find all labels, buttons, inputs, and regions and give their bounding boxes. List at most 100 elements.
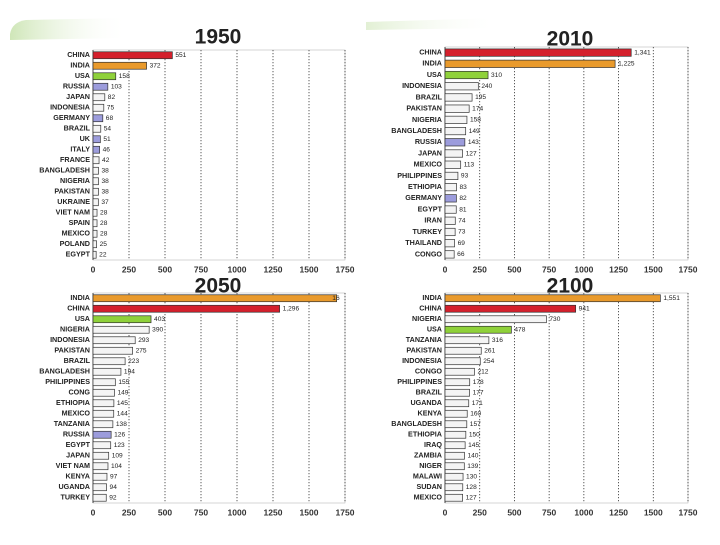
x-tick-label: 750: [194, 507, 208, 517]
value-label: 158: [470, 117, 481, 124]
value-label: 275: [136, 348, 147, 355]
value-label: 149: [117, 390, 128, 397]
value-label: 212: [477, 369, 488, 376]
bar: [444, 93, 473, 102]
bar: [444, 183, 457, 192]
bar: [444, 325, 512, 334]
x-tick-label: 250: [473, 507, 487, 517]
category-label: USA: [75, 71, 90, 80]
category-label: USA: [427, 70, 442, 79]
value-label: 113: [464, 161, 475, 168]
plot-area: [444, 46, 689, 261]
value-label: 143: [468, 139, 479, 146]
value-label: 390: [152, 327, 163, 334]
category-label: PHILIPPINES: [397, 171, 442, 180]
x-tick-label: 1250: [609, 264, 628, 274]
value-label: 551: [175, 52, 186, 59]
x-tick-label: 750: [194, 264, 208, 274]
category-label: INDIA: [70, 61, 90, 70]
category-label: MEXICO: [414, 493, 443, 502]
x-tick-label: 1750: [679, 264, 698, 274]
value-label: 38: [101, 189, 109, 196]
category-label: NIGERIA: [60, 176, 90, 185]
value-label: 293: [138, 337, 149, 344]
bar: [92, 336, 136, 345]
slide-decoration: [10, 18, 128, 40]
x-tick-label: 250: [473, 264, 487, 274]
category-label: PHILIPPINES: [45, 377, 90, 386]
category-label: UGANDA: [410, 398, 442, 407]
category-label: IRAQ: [424, 440, 442, 449]
x-tick-label: 1250: [609, 507, 628, 517]
x-tick-label: 1250: [264, 264, 283, 274]
bar: [92, 315, 152, 324]
bar: [444, 336, 490, 345]
bar: [92, 61, 147, 70]
category-label: GERMANY: [405, 193, 442, 202]
bar: [92, 378, 116, 387]
category-label: CHINA: [419, 304, 442, 313]
bar: [444, 194, 457, 203]
category-label: THAILAND: [405, 238, 442, 247]
category-label: UGANDA: [58, 482, 90, 491]
bar: [444, 239, 455, 248]
value-label: 254: [483, 358, 494, 365]
plot-area: [92, 292, 346, 504]
category-label: PAKISTAN: [54, 187, 90, 196]
value-label: 16: [332, 295, 340, 302]
category-label: NIGERIA: [412, 314, 442, 323]
value-label: 82: [108, 94, 116, 101]
bar: [92, 451, 110, 460]
bar: [92, 187, 99, 196]
bar: [444, 138, 466, 147]
value-label: 104: [111, 463, 122, 470]
value-label: 123: [114, 442, 125, 449]
bar: [444, 227, 456, 237]
category-label: INDONESIA: [50, 103, 90, 112]
bar: [92, 420, 114, 429]
category-label: INDONESIA: [50, 335, 90, 344]
bar: [92, 93, 106, 102]
value-label: 38: [101, 168, 109, 175]
bar: [444, 430, 467, 439]
category-label: ZAMBIA: [414, 451, 442, 460]
category-label: CHINA: [67, 50, 90, 59]
category-label: INDONESIA: [402, 356, 442, 365]
x-tick-label: 500: [158, 264, 172, 274]
x-tick-label: 0: [443, 264, 448, 274]
category-label: VIET NAM: [56, 208, 90, 217]
category-label: BANGLADESH: [391, 126, 442, 135]
value-label: 68: [106, 115, 114, 122]
category-label: UK: [80, 134, 91, 143]
bar: [92, 493, 107, 502]
category-label: RUSSIA: [63, 430, 90, 439]
category-label: ETHIOPIA: [408, 182, 442, 191]
bar: [92, 346, 133, 355]
bar: [444, 441, 466, 450]
value-label: 92: [109, 495, 117, 502]
bar: [444, 59, 616, 68]
x-tick-label: 1000: [574, 507, 593, 517]
bar: [444, 367, 475, 376]
x-tick-label: 0: [443, 507, 448, 517]
value-label: 139: [467, 463, 478, 470]
plot-area: [92, 49, 346, 261]
category-label: ITALY: [70, 145, 90, 154]
category-label: FRANCE: [60, 155, 90, 164]
value-label: 150: [469, 432, 480, 439]
category-label: UKRAINE: [57, 197, 90, 206]
value-label: 372: [150, 63, 161, 70]
x-tick-label: 250: [122, 507, 136, 517]
x-tick-label: 0: [91, 507, 96, 517]
category-label: TANZANIA: [54, 419, 90, 428]
category-label: BRAZIL: [64, 356, 91, 365]
value-label: 128: [466, 484, 477, 491]
category-label: ETHIOPIA: [56, 398, 90, 407]
category-label: NIGER: [419, 461, 443, 470]
bar: [444, 378, 471, 387]
category-label: JAPAN: [418, 148, 442, 157]
value-label: 149: [469, 128, 480, 135]
category-label: VIET NAM: [56, 461, 90, 470]
value-label: 22: [99, 252, 107, 259]
category-label: USA: [75, 314, 90, 323]
